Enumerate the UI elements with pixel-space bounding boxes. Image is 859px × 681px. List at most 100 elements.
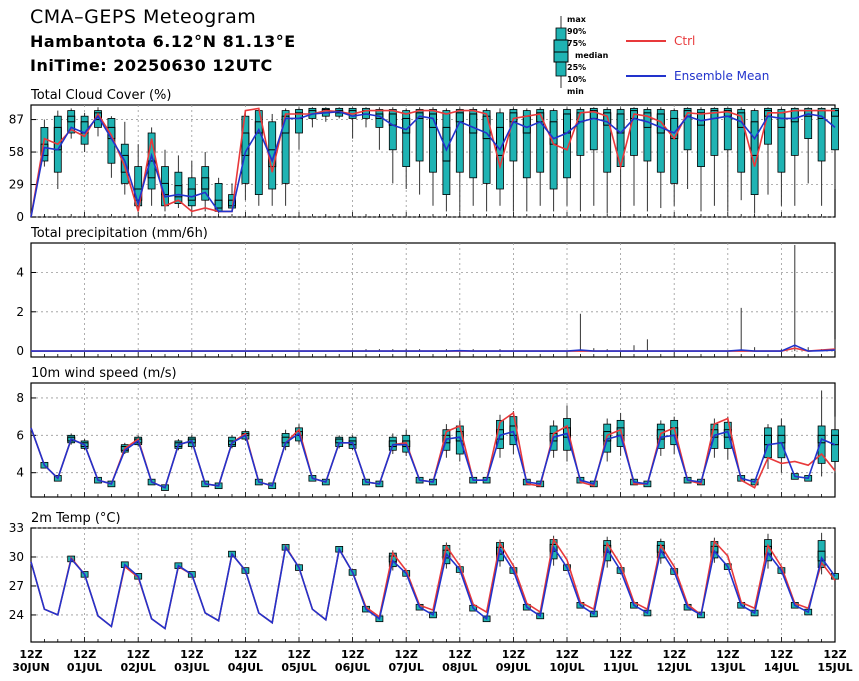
x-label-date: 01JUL bbox=[67, 661, 102, 674]
box-outer bbox=[281, 110, 290, 184]
box-outer bbox=[723, 107, 732, 151]
y-tick-label: 4 bbox=[16, 466, 24, 480]
x-label-hour: 12Z bbox=[716, 648, 739, 661]
box-outer bbox=[295, 109, 303, 134]
x-label-hour: 12Z bbox=[502, 648, 525, 661]
header-title: CMA–GEPS Meteogram bbox=[30, 6, 257, 28]
header-location: Hambantota 6.12°N 81.13°E bbox=[30, 32, 296, 51]
box-outer bbox=[817, 107, 826, 162]
box-inner bbox=[790, 110, 799, 123]
panel-title-2: 10m wind speed (m/s) bbox=[31, 366, 177, 381]
box-inner bbox=[469, 113, 478, 134]
box-inner bbox=[777, 112, 786, 128]
box-inner bbox=[201, 177, 210, 190]
box-inner bbox=[455, 431, 464, 442]
panel-title-0: Total Cloud Cover (%) bbox=[30, 88, 171, 103]
panel-frame-2 bbox=[30, 382, 836, 498]
ensemble-mean-line bbox=[30, 110, 836, 218]
x-label-hour: 12Z bbox=[341, 648, 364, 661]
box-inner bbox=[67, 115, 76, 123]
box-outer bbox=[804, 107, 813, 140]
panel-title-3: 2m Temp (°C) bbox=[31, 511, 121, 526]
x-label-date: 07JUL bbox=[389, 661, 424, 674]
y-tick-label: 58 bbox=[9, 145, 24, 159]
box-outer bbox=[656, 109, 665, 173]
y-tick-label: 0 bbox=[16, 344, 24, 358]
x-label-hour: 12Z bbox=[127, 648, 150, 661]
box-outer bbox=[576, 109, 585, 156]
ensemble-mean-line bbox=[30, 427, 836, 489]
box-outer bbox=[790, 107, 799, 156]
box-outer bbox=[536, 109, 545, 173]
y-tick-label: 33 bbox=[9, 521, 24, 535]
x-label-date: 03JUL bbox=[174, 661, 209, 674]
panel-frame-1 bbox=[30, 242, 836, 358]
box-outer bbox=[603, 109, 612, 173]
legend-box-label: 25% bbox=[567, 63, 586, 72]
x-label-hour: 12Z bbox=[19, 648, 42, 661]
y-tick-label: 4 bbox=[16, 265, 24, 279]
box-outer bbox=[402, 110, 411, 167]
box-outer bbox=[589, 107, 598, 151]
legend-box-label: 75% bbox=[567, 39, 586, 48]
box-outer bbox=[415, 109, 424, 162]
box-inner bbox=[777, 434, 786, 444]
box-outer bbox=[509, 109, 518, 162]
y-tick-label: 27 bbox=[9, 579, 24, 593]
box-inner bbox=[764, 434, 772, 446]
box-outer bbox=[697, 109, 705, 168]
x-label-hour: 12Z bbox=[234, 648, 257, 661]
x-label-date: 11JUL bbox=[603, 661, 638, 674]
y-tick-label: 30 bbox=[9, 550, 24, 564]
legend-box-label: max bbox=[567, 15, 587, 24]
box-outer bbox=[643, 109, 652, 162]
y-tick-label: 6 bbox=[16, 428, 24, 442]
box-inner bbox=[522, 115, 531, 134]
box-outer bbox=[482, 110, 491, 184]
y-tick-label: 0 bbox=[16, 210, 24, 224]
box-outer bbox=[630, 107, 638, 156]
x-label-date: 04JUL bbox=[228, 661, 263, 674]
box-outer bbox=[455, 109, 464, 173]
ctrl-line bbox=[30, 107, 835, 218]
box-inner bbox=[174, 185, 183, 198]
x-label-hour: 12Z bbox=[448, 648, 471, 661]
x-label-date: 12JUL bbox=[657, 661, 692, 674]
x-label-hour: 12Z bbox=[770, 648, 793, 661]
y-tick-label: 29 bbox=[9, 178, 24, 192]
box-outer bbox=[549, 110, 558, 190]
legend-mean-label: Ensemble Mean bbox=[674, 69, 769, 83]
box-outer bbox=[831, 107, 839, 151]
x-label-date: 14JUL bbox=[764, 661, 799, 674]
x-label-date: 10JUL bbox=[549, 661, 584, 674]
box-inner bbox=[187, 188, 196, 201]
x-label-hour: 12Z bbox=[73, 648, 96, 661]
x-label-hour: 12Z bbox=[180, 648, 203, 661]
x-label-hour: 12Z bbox=[555, 648, 578, 661]
box-outer bbox=[817, 425, 826, 464]
box-outer bbox=[831, 429, 839, 462]
box-inner bbox=[214, 199, 223, 209]
x-label-hour: 12Z bbox=[287, 648, 310, 661]
y-tick-label: 8 bbox=[16, 391, 24, 405]
y-tick-label: 87 bbox=[9, 113, 24, 127]
box-outer bbox=[670, 110, 679, 184]
legend-box-label: min bbox=[567, 87, 584, 96]
box-outer bbox=[107, 118, 116, 164]
legend-ctrl-label: Ctrl bbox=[674, 34, 695, 48]
box-outer bbox=[777, 109, 786, 173]
legend-box-inner bbox=[553, 39, 569, 63]
x-label-hour: 12Z bbox=[663, 648, 686, 661]
y-tick-label: 2 bbox=[16, 305, 24, 319]
ensemble-mean-line bbox=[30, 545, 836, 630]
box-outer bbox=[429, 109, 437, 173]
x-label-date: 30JUN bbox=[12, 661, 50, 674]
panel-title-1: Total precipitation (mm/6h) bbox=[30, 226, 208, 241]
box-inner bbox=[455, 112, 464, 123]
box-outer bbox=[563, 109, 571, 179]
x-label-date: 08JUL bbox=[442, 661, 477, 674]
header-init-time: IniTime: 20250630 12UTC bbox=[30, 56, 273, 75]
x-label-hour: 12Z bbox=[823, 648, 846, 661]
x-label-date: 02JUL bbox=[121, 661, 156, 674]
x-label-date: 15JUL bbox=[817, 661, 852, 674]
